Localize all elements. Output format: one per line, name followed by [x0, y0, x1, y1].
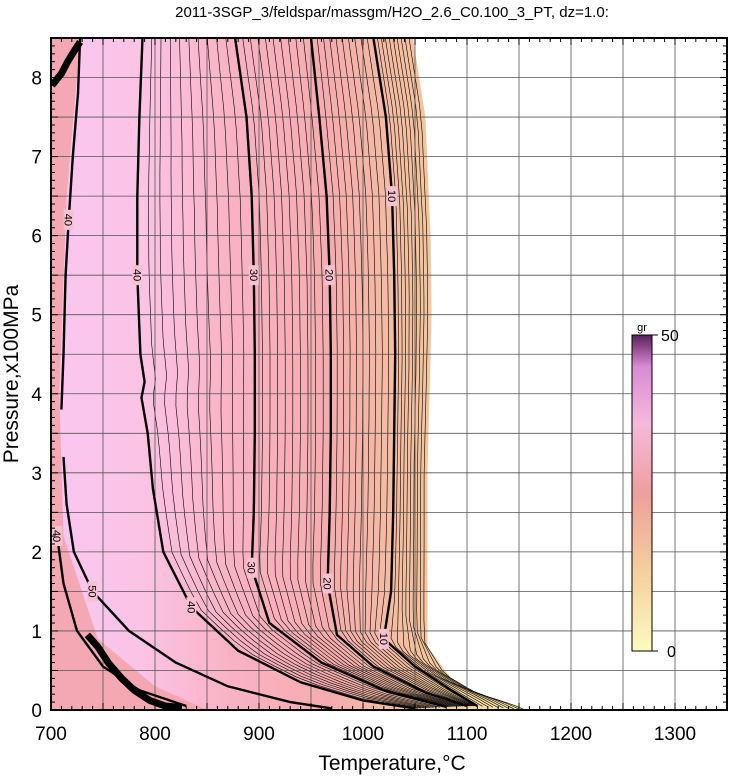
plot-frame	[50, 37, 728, 711]
x-axis-label: Temperature,°C	[318, 752, 465, 775]
thin-contour-line	[396, 38, 509, 709]
contour-label-10: 10	[377, 628, 389, 649]
colorbar-unit: gr	[637, 322, 647, 334]
x-tick-label: 700	[35, 724, 67, 745]
x-tick-labels: 700 800 900 1000 1100 1200 1300	[35, 724, 696, 745]
svg-text:40: 40	[62, 214, 74, 226]
contour-label-20: 20	[321, 573, 333, 594]
chart-title: 2011-3SGP_3/feldspar/massgm/H2O_2.6_C0.1…	[175, 4, 609, 21]
svg-text:20: 20	[323, 269, 335, 281]
thin-contour-line	[148, 38, 419, 709]
y-tick-label: 3	[31, 464, 42, 485]
y-tick-label: 7	[31, 148, 42, 169]
contour-label-10: 10	[385, 186, 398, 207]
thin-contour-line	[207, 38, 437, 708]
contour-line-40	[136, 38, 416, 710]
x-tick-label: 1200	[550, 724, 592, 745]
contour-label-30: 30	[245, 557, 257, 578]
x-tick-label: 1300	[654, 724, 696, 745]
x-tick-label: 800	[139, 724, 171, 745]
stair-edges	[51, 40, 183, 710]
svg-text:30: 30	[245, 562, 257, 574]
colorbar: gr 50 0	[631, 322, 679, 661]
left-red-band	[51, 38, 207, 710]
thin-contour-line	[216, 38, 441, 708]
contour-label-40: 40	[50, 526, 63, 547]
colorbar-min-label: 0	[667, 644, 676, 661]
y-tick-labels: 0 1 2 3 4 5 6 7 8	[31, 69, 42, 722]
contour-label-50: 50	[86, 581, 98, 602]
svg-text:30: 30	[247, 269, 259, 281]
svg-text:10: 10	[377, 633, 389, 645]
filled-region	[51, 38, 530, 710]
contour-label-40: 40	[184, 597, 197, 618]
x-tick-label: 1100	[447, 724, 488, 745]
svg-text:40: 40	[184, 601, 196, 613]
thin-contour-line	[179, 38, 428, 709]
contour-line-20	[309, 38, 468, 708]
x-tick-label: 1000	[342, 724, 384, 745]
thin-contour-line	[385, 38, 494, 708]
y-tick-label: 4	[31, 385, 42, 406]
x-tick-label: 900	[243, 724, 275, 745]
contour-label-20: 20	[323, 265, 335, 286]
thin-contour-line	[225, 38, 444, 708]
thin-contour-line	[188, 38, 431, 708]
y-tick-label: 0	[31, 701, 42, 722]
contour-line-40	[56, 535, 187, 708]
stair-edge	[51, 40, 84, 88]
y-tick-label: 6	[31, 227, 42, 248]
y-tick-label: 5	[31, 306, 42, 327]
svg-text:40: 40	[130, 269, 142, 281]
thin-contour-line	[381, 38, 488, 708]
svg-text:10: 10	[385, 190, 397, 202]
svg-text:40: 40	[50, 530, 62, 542]
contour-labels: 10 10 20 20 30 30 40 40 50 40 40	[50, 186, 398, 649]
svg-text:20: 20	[321, 577, 333, 589]
contour-label-40: 40	[130, 265, 143, 286]
contour-line-30	[233, 38, 447, 708]
colorbar-max-label: 50	[661, 328, 679, 345]
colorbar-gradient	[631, 334, 653, 652]
y-tick-label: 8	[31, 69, 42, 90]
stair-edge	[84, 632, 183, 710]
thin-contour-line	[392, 38, 504, 709]
svg-text:50: 50	[86, 585, 98, 597]
contour-line-50	[62, 456, 332, 710]
y-axis-label: Pressure,x100MPa	[0, 284, 23, 463]
y-tick-label: 1	[31, 622, 42, 643]
y-tick-label: 2	[31, 543, 42, 564]
contour-label-30: 30	[247, 265, 259, 286]
frame-ticks	[50, 37, 728, 711]
contour-label-40: 40	[62, 209, 74, 230]
contour-line-10	[372, 38, 479, 708]
